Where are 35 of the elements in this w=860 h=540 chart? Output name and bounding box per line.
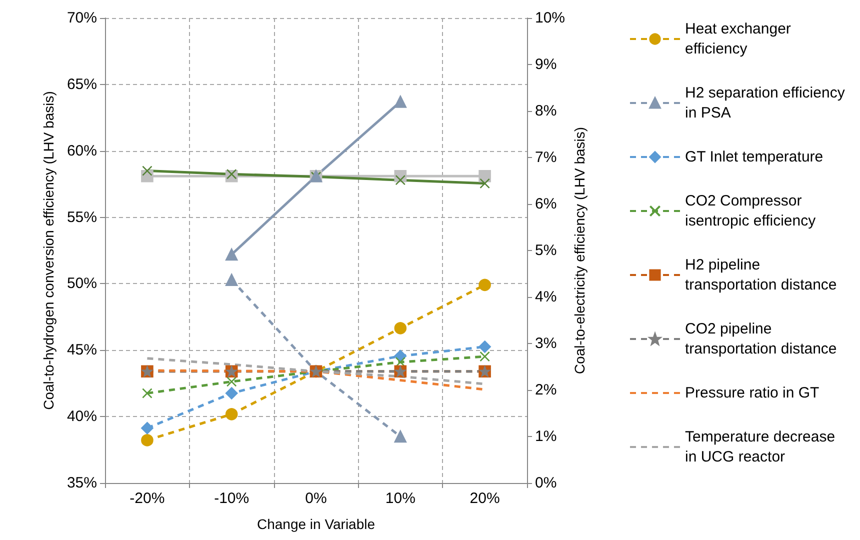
- x-axis-title: Change in Variable: [256, 516, 376, 532]
- y-tick-label: 50%: [66, 275, 97, 292]
- y2-tick-label: 3%: [535, 335, 557, 352]
- y-tick-label: 65%: [66, 76, 97, 93]
- legend-label: CO2 pipeline transportation distance: [685, 320, 837, 358]
- y-tick-label: 60%: [66, 142, 97, 160]
- y2-tick-label: 9%: [535, 56, 557, 73]
- legend-label: Heat exchanger efficiency: [685, 20, 796, 58]
- y2-tick-label: 1%: [535, 428, 557, 445]
- legend-label: GT Inlet temperature: [685, 148, 824, 166]
- legend-label: H2 pipeline transportation distance: [685, 256, 837, 294]
- legend-label: Pressure ratio in GT: [685, 384, 820, 402]
- x-tick-label: -20%: [130, 490, 165, 507]
- x-tick-label: 10%: [385, 490, 416, 507]
- y-tick-label: 70%: [66, 10, 97, 26]
- y-tick-label: 35%: [66, 474, 97, 492]
- y2-tick-label: 10%: [535, 10, 566, 26]
- y2-tick-label: 4%: [535, 288, 557, 306]
- y2-tick-label: 5%: [535, 242, 557, 259]
- x-tick-label: 0%: [305, 490, 327, 507]
- y2-tick-label: 7%: [535, 149, 557, 166]
- y2-tick-label: 6%: [535, 196, 557, 212]
- y-tick-label: 40%: [66, 408, 97, 426]
- x-tick-label: 20%: [470, 490, 500, 507]
- y-tick-label: 55%: [66, 208, 97, 226]
- y2-tick-label: 0%: [535, 474, 557, 492]
- y-axis-title: Coal-to-hydrogen conversion efficiency (LHV basis): [40, 91, 56, 410]
- legend-label: Temperature decrease in UCG reactor: [685, 428, 840, 466]
- legend-label: H2 separation efficiency in PSA: [685, 84, 849, 122]
- x-tick-label: -10%: [214, 490, 250, 507]
- y2-tick-label: 8%: [535, 102, 557, 120]
- legend-label: CO2 Compressor isentropic efficiency: [685, 192, 816, 230]
- y2-tick-label: 2%: [535, 382, 557, 398]
- y-tick-label: 45%: [66, 342, 97, 359]
- y2-axis-title: Coal-to-electricity efficiency (LHV basis): [572, 126, 588, 374]
